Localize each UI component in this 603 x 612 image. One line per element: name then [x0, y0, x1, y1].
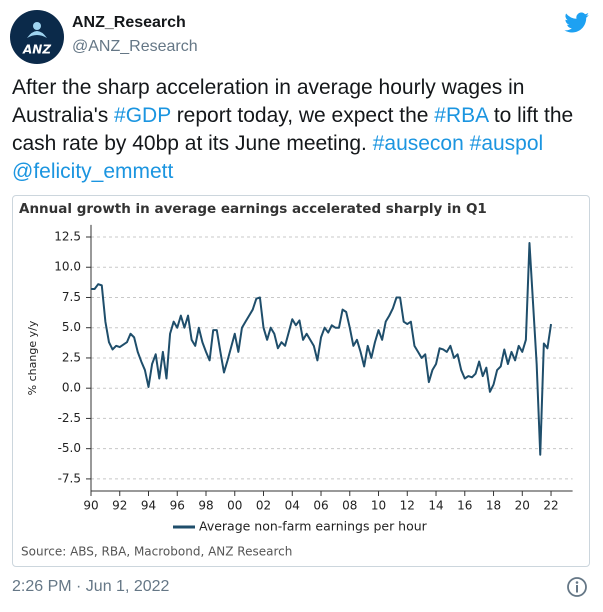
- x-tick-label: 00: [227, 499, 242, 513]
- y-tick-label: 7.5: [62, 290, 81, 304]
- legend-label: Average non-farm earnings per hour: [199, 519, 428, 534]
- x-tick-label: 12: [400, 499, 415, 513]
- x-tick-label: 02: [256, 499, 271, 513]
- twitter-logo[interactable]: [564, 12, 590, 34]
- x-tick-label: 94: [141, 499, 156, 513]
- x-tick-label: 06: [313, 499, 328, 513]
- hashtag-link[interactable]: #RBA: [434, 104, 488, 127]
- y-tick-label: -5.0: [58, 441, 81, 455]
- user-name[interactable]: ANZ_Research: [72, 14, 186, 31]
- avatar-logo: ANZ: [22, 22, 51, 57]
- avatar-text: ANZ: [22, 43, 51, 57]
- tweet-text: After the sharp acceleration in average …: [12, 74, 594, 186]
- text-span: report today, we expect the: [170, 104, 435, 127]
- chart-image[interactable]: Annual growth in average earnings accele…: [12, 195, 590, 567]
- info-icon[interactable]: [566, 576, 588, 598]
- hashtag-link[interactable]: #GDP: [114, 104, 171, 127]
- x-tick-label: 10: [371, 499, 386, 513]
- x-tick-label: 14: [428, 499, 443, 513]
- hashtag-link[interactable]: #auspol: [469, 132, 544, 155]
- y-axis-label: % change y/y: [26, 320, 39, 395]
- y-tick-label: 10.0: [54, 260, 81, 274]
- x-tick-label: 98: [198, 499, 213, 513]
- x-tick-label: 08: [342, 499, 357, 513]
- user-handle[interactable]: @ANZ_Research: [72, 38, 198, 55]
- x-tick-label: 16: [457, 499, 472, 513]
- hashtag-link[interactable]: #ausecon: [372, 132, 464, 155]
- text-span: After the sharp acceleration in average …: [12, 76, 530, 127]
- x-tick-label: 22: [543, 499, 558, 513]
- y-tick-label: 0.0: [62, 381, 81, 395]
- x-tick-label: 96: [170, 499, 185, 513]
- data-line: [91, 242, 553, 456]
- x-tick-label: 18: [486, 499, 501, 513]
- x-tick-label: 04: [285, 499, 300, 513]
- logo-head: [33, 22, 41, 30]
- chart-title: Annual growth in average earnings accele…: [19, 201, 487, 217]
- avatar[interactable]: ANZ: [10, 10, 64, 64]
- source-note: Source: ABS, RBA, Macrobond, ANZ Researc…: [21, 545, 292, 559]
- y-tick-label: -2.5: [58, 411, 81, 425]
- hashtag-link[interactable]: @felicity_emmett: [12, 160, 174, 183]
- x-tick-label: 90: [83, 499, 98, 513]
- text-span: to lift the cash rate by 40bp at its Jun…: [12, 104, 580, 155]
- y-tick-label: 12.5: [54, 229, 81, 243]
- x-tick-label: 20: [515, 499, 530, 513]
- timestamp[interactable]: 2:26 PM · Jun 1, 2022: [12, 578, 170, 595]
- y-tick-label: 5.0: [62, 320, 81, 334]
- chart: Annual growth in average earnings accele…: [19, 201, 573, 559]
- text-span: [543, 132, 549, 155]
- y-tick-label: 2.5: [62, 350, 81, 364]
- y-tick-label: -7.5: [58, 471, 81, 485]
- x-tick-label: 92: [112, 499, 127, 513]
- logo-body: [27, 31, 47, 38]
